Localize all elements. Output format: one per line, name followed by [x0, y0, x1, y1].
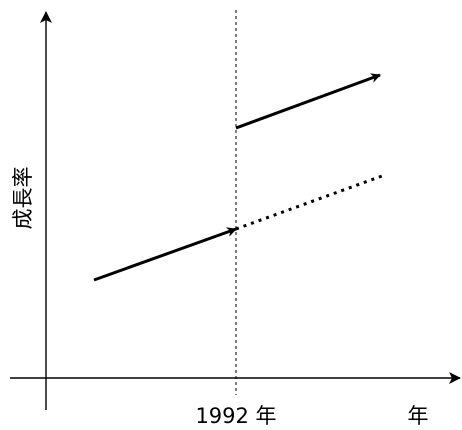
marker-year-label: 1992 年: [195, 404, 276, 428]
projected-trend-dotted-line: [235, 174, 383, 231]
x-axis-label: 年: [408, 404, 429, 428]
post-1992-trend-arrow: [235, 73, 381, 130]
pre-1992-trend-arrow: [93, 227, 237, 282]
y-axis-label: 成長率: [11, 167, 35, 230]
